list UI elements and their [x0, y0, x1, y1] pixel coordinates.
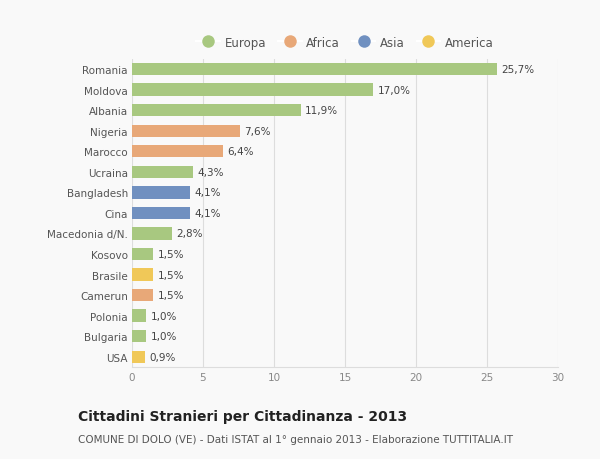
Bar: [132, 187, 190, 199]
Bar: [132, 330, 146, 342]
Bar: [132, 289, 154, 302]
Text: 1,0%: 1,0%: [151, 331, 177, 341]
Bar: [132, 269, 154, 281]
Text: 17,0%: 17,0%: [377, 85, 410, 95]
Bar: [132, 310, 146, 322]
Bar: [132, 228, 172, 240]
Text: 1,5%: 1,5%: [158, 291, 184, 301]
Text: 6,4%: 6,4%: [227, 147, 254, 157]
Text: 1,5%: 1,5%: [158, 270, 184, 280]
Legend: Europa, Africa, Asia, America: Europa, Africa, Asia, America: [191, 32, 499, 54]
Text: 25,7%: 25,7%: [501, 65, 535, 75]
Text: 4,1%: 4,1%: [194, 188, 221, 198]
Text: 1,5%: 1,5%: [158, 249, 184, 259]
Bar: [132, 146, 223, 158]
Bar: [132, 351, 145, 363]
Bar: [132, 105, 301, 117]
Text: 0,9%: 0,9%: [149, 352, 175, 362]
Text: Cittadini Stranieri per Cittadinanza - 2013: Cittadini Stranieri per Cittadinanza - 2…: [78, 409, 407, 423]
Text: 2,8%: 2,8%: [176, 229, 203, 239]
Bar: [132, 84, 373, 96]
Text: 7,6%: 7,6%: [244, 126, 271, 136]
Bar: [132, 207, 190, 219]
Text: 11,9%: 11,9%: [305, 106, 338, 116]
Bar: [132, 125, 240, 138]
Bar: [132, 166, 193, 179]
Text: 1,0%: 1,0%: [151, 311, 177, 321]
Text: 4,1%: 4,1%: [194, 208, 221, 218]
Text: COMUNE DI DOLO (VE) - Dati ISTAT al 1° gennaio 2013 - Elaborazione TUTTITALIA.IT: COMUNE DI DOLO (VE) - Dati ISTAT al 1° g…: [78, 434, 513, 443]
Bar: [132, 64, 497, 76]
Text: 4,3%: 4,3%: [197, 168, 224, 178]
Bar: [132, 248, 154, 261]
